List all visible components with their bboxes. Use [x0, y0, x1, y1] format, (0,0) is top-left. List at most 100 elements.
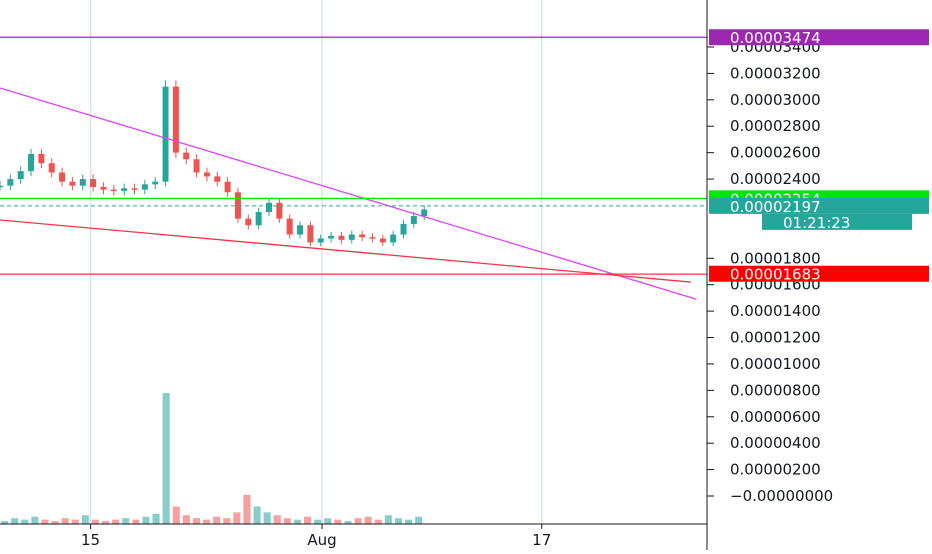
- candle-body: [141, 184, 148, 190]
- time-axis-labels[interactable]: 15 Aug 17: [81, 524, 551, 549]
- candle-body: [7, 179, 14, 186]
- volume-bar: [243, 494, 251, 524]
- y-tick-label[interactable]: 0.00003200: [730, 64, 821, 82]
- y-tick-label[interactable]: 0.00000200: [730, 461, 821, 479]
- volume-bar: [304, 516, 312, 524]
- candle-body: [152, 181, 159, 185]
- candle-body: [28, 153, 35, 172]
- volume-bar: [81, 515, 89, 524]
- x-tick-label[interactable]: 15: [81, 531, 100, 549]
- candle-body: [17, 171, 24, 180]
- price-series: [0, 80, 428, 247]
- volume-bar: [213, 516, 221, 524]
- candle-body: [297, 225, 304, 235]
- volume-bar: [253, 506, 261, 524]
- volume-bar: [374, 519, 382, 524]
- candle-body: [286, 218, 293, 235]
- volume-bar: [172, 506, 180, 524]
- y-tick-label[interactable]: 0.00002400: [730, 170, 821, 188]
- volume-bar: [91, 519, 99, 524]
- price-tags: 0.000034740.000022540.0000219701:21:230.…: [709, 29, 929, 284]
- volume-bar: [31, 516, 39, 524]
- volume-bar: [394, 518, 402, 524]
- price-tag-label: 0.00003474: [730, 29, 821, 47]
- volume-bar: [405, 519, 413, 524]
- y-tick-label[interactable]: 0.00002800: [730, 117, 821, 135]
- candle-body: [369, 237, 376, 239]
- trend-lines[interactable]: [0, 87, 707, 300]
- volume-bar: [334, 519, 342, 524]
- x-tick-label[interactable]: 17: [532, 531, 551, 549]
- volume-bar: [223, 518, 231, 524]
- volume-bars: [1, 393, 423, 524]
- volume-bar: [182, 515, 190, 524]
- y-tick-label[interactable]: 0.00001000: [730, 355, 821, 373]
- candle-body: [421, 209, 428, 217]
- candle-body: [276, 202, 283, 219]
- volume-bar: [71, 519, 79, 524]
- volume-bar: [102, 521, 110, 524]
- y-tick-label[interactable]: 0.00001800: [730, 249, 821, 267]
- price-tag-box: [709, 197, 929, 214]
- candle-body: [390, 234, 397, 243]
- price-tag-label: 0.00001683: [730, 266, 821, 284]
- volume-bar: [11, 518, 19, 524]
- y-tick-label[interactable]: 0.00002600: [730, 144, 821, 162]
- candle-body: [234, 192, 241, 219]
- x-tick-label[interactable]: Aug: [307, 531, 336, 549]
- price-axis-labels[interactable]: 0.000034000.000032000.000030000.00002800…: [707, 38, 833, 505]
- candle-body: [379, 238, 386, 243]
- candle-body: [338, 235, 345, 240]
- candle-body: [224, 181, 231, 193]
- candle-body: [59, 172, 66, 182]
- y-tick-label[interactable]: 0.00001200: [730, 329, 821, 347]
- volume-bar: [152, 513, 160, 524]
- candle-body: [307, 225, 314, 243]
- y-tick-label[interactable]: 0.00003000: [730, 91, 821, 109]
- y-tick-label[interactable]: 0.00000400: [730, 434, 821, 452]
- volume-bar: [132, 519, 140, 524]
- candle-body: [203, 172, 210, 177]
- candle-body: [245, 218, 252, 226]
- y-tick-label[interactable]: 0.00000800: [730, 381, 821, 399]
- candle-body: [0, 185, 3, 188]
- candle-body: [110, 189, 117, 192]
- volume-bar: [112, 519, 120, 524]
- volume-bar: [415, 516, 423, 524]
- volume-bar: [41, 519, 49, 524]
- candle-body: [38, 153, 45, 164]
- y-tick-label[interactable]: 0.00001400: [730, 302, 821, 320]
- candle-body: [255, 212, 262, 226]
- trend-line[interactable]: [0, 219, 691, 283]
- candle-body: [48, 163, 55, 173]
- price-level-lines[interactable]: [0, 36, 707, 207]
- price-tag-box: [709, 29, 929, 46]
- candle-body: [162, 86, 169, 182]
- volume-bar: [364, 516, 372, 524]
- volume-bar: [233, 512, 241, 524]
- candle-body: [172, 86, 179, 153]
- y-tick-label[interactable]: 0.00000600: [730, 408, 821, 426]
- volume-bar: [293, 519, 301, 524]
- trend-line[interactable]: [0, 87, 697, 300]
- countdown-label: 01:21:23: [783, 214, 850, 232]
- volume-bar: [324, 518, 332, 524]
- candle-body: [79, 179, 86, 186]
- candle-body: [100, 186, 107, 190]
- candle-body: [328, 235, 335, 239]
- volume-bar: [344, 521, 352, 524]
- candle-body: [214, 176, 221, 182]
- volume-bar: [314, 519, 322, 524]
- y-tick-label[interactable]: −0.00000000: [730, 487, 833, 505]
- volume-bar: [61, 518, 69, 524]
- candle-body: [348, 234, 355, 240]
- candle-body: [193, 159, 200, 173]
- volume-bar: [283, 518, 291, 524]
- volume-bar: [354, 518, 362, 524]
- candle-body: [69, 181, 76, 186]
- volume-bar: [1, 521, 9, 524]
- price-tag-box: [709, 265, 929, 282]
- volume-bar: [203, 519, 211, 524]
